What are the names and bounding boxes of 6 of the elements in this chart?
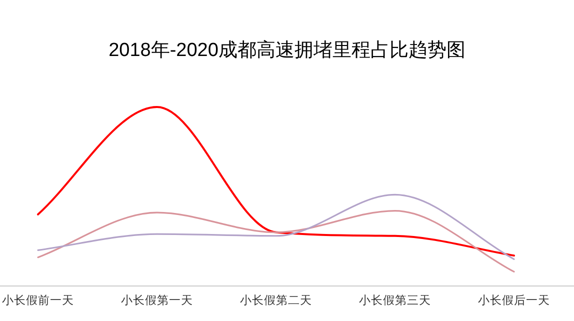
x-tick-label: 小长假前一天 — [2, 294, 74, 307]
x-tick-label: 小长假第一天 — [121, 294, 193, 307]
chart-title: 2018年-2020成都高速拥堵里程占比趋势图 — [108, 39, 466, 61]
x-tick-label: 小长假第三天 — [359, 294, 431, 307]
x-tick-label: 小长假后一天 — [478, 294, 550, 307]
x-tick-label: 小长假第二天 — [240, 294, 312, 307]
